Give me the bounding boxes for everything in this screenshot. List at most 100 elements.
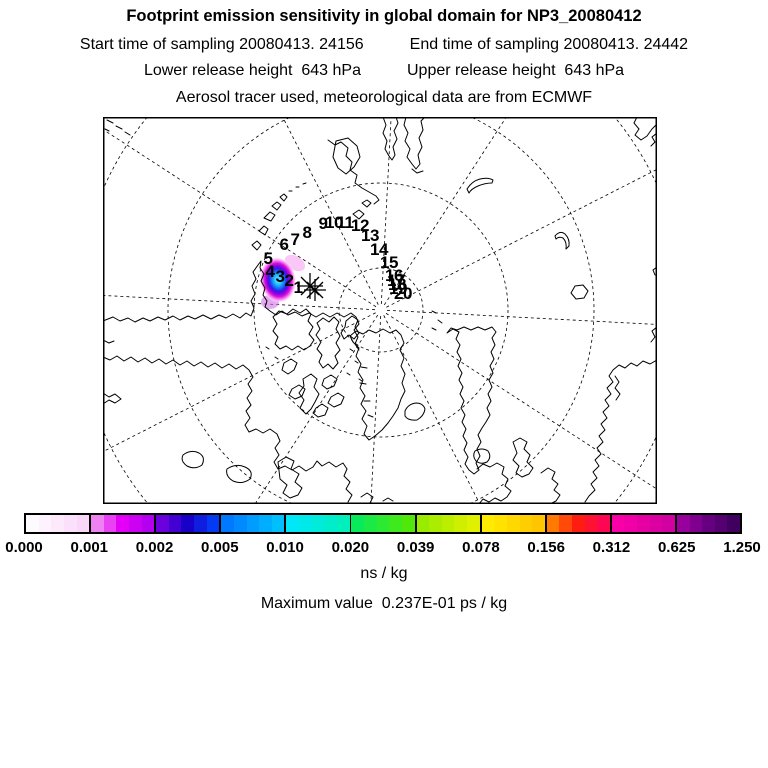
colorbar-cell: [259, 515, 272, 532]
meridian-line: [370, 315, 382, 503]
coastline-pentagon-islet: [570, 284, 589, 300]
trajectory-day-label: 5: [264, 249, 273, 268]
colorbar-cell: [141, 515, 155, 532]
latitude-circle: [253, 182, 509, 438]
coastline-north-america: [104, 355, 353, 503]
colorbar-cell: [364, 515, 377, 532]
colorbar-cell: [246, 515, 260, 532]
coastline-greenland: [349, 328, 406, 441]
colorbar-segment: [481, 515, 547, 532]
colorbar-tick-label: 0.039: [396, 539, 435, 556]
trajectory-day-label: 2: [285, 271, 294, 290]
colorbar-segment: [156, 515, 222, 532]
colorbar-cell: [611, 515, 625, 532]
latitude-circle: [104, 118, 656, 503]
colorbar-cell: [401, 515, 415, 532]
colorbar-cell: [103, 515, 117, 532]
coastline-topright-corner: [633, 118, 656, 147]
trajectory-day-label: 12: [351, 216, 369, 235]
colorbar-segment: [26, 515, 92, 532]
colorbar-cell: [51, 515, 64, 532]
latitude-circle: [338, 267, 424, 353]
colorbar-labels: 0.000 0.001 0.002 0.005 0.010 0.020 0.039 0.078…: [0, 539, 768, 557]
coastline-hook-island: [554, 231, 570, 250]
colorbar-tick-label: 0.001: [70, 539, 109, 556]
colorbar-cell: [116, 515, 129, 532]
meridian-line: [104, 129, 377, 308]
colorbar-cell: [624, 515, 638, 532]
coastline-chukotka: [327, 139, 380, 205]
colorbar-segment: [221, 515, 287, 532]
coastline-bottom-bits: [360, 492, 394, 503]
coastline-svalbard-dots: [431, 310, 443, 331]
coastline-siberia-taymyr: [104, 260, 360, 351]
coastline-greenland-fjords: [359, 366, 374, 418]
trajectory-day-label: 18: [388, 275, 406, 294]
colorbar: [24, 513, 742, 534]
trajectory-day-label: 8: [303, 223, 312, 242]
colorbar-cell: [637, 515, 650, 532]
polar-map: 1 2 3 4 5 6 7 8 9 10 11 12 13 14 15 16 17 18 19 20: [103, 117, 657, 504]
colorbar-cell: [286, 515, 299, 532]
colorbar-cell: [233, 515, 247, 532]
trajectory-day-label: 7: [291, 230, 300, 249]
colorbar-cell: [649, 515, 663, 532]
colorbar-unit: ns / kg: [360, 565, 408, 582]
colorbar-cell: [221, 515, 234, 532]
colorbar-cell: [76, 515, 90, 532]
coastline-left-edge-bits: [104, 339, 122, 404]
trajectory-day-label: 11: [337, 213, 354, 232]
colorbar-segment: [416, 515, 482, 532]
colorbar-tick-label: 0.002: [135, 539, 174, 556]
upper-release-text: Upper release height 643 hPa: [407, 62, 625, 79]
colorbar-cell: [26, 515, 39, 532]
colorbar-tick-label: 0.005: [201, 539, 239, 556]
coastline-topleft-marks: [104, 119, 131, 136]
colorbar-cell: [181, 515, 195, 532]
colorbar-tick-label: 0.020: [331, 539, 370, 556]
colorbar-cell: [441, 515, 455, 532]
release-marker: [297, 273, 326, 301]
coastline-uk-blob: [512, 437, 534, 478]
coastline-lakes: [181, 450, 303, 499]
colorbar-cell: [597, 515, 610, 532]
colorbar-tick-label: 0.010: [266, 539, 304, 556]
meridian-line: [255, 314, 379, 503]
coastline-comma-island: [466, 177, 494, 194]
coastline-archipelago-small: [265, 346, 363, 418]
colorbar-tick-label: 0.312: [592, 539, 631, 556]
meridian-line: [104, 312, 376, 452]
trajectory-day-label: 4: [266, 262, 276, 281]
colorbar-cell: [168, 515, 182, 532]
plot-title: Footprint emission sensitivity in global…: [0, 7, 768, 25]
coastline-iceland: [404, 402, 426, 421]
colorbar-cell: [494, 515, 507, 532]
trajectory-day-label: 3: [276, 267, 285, 286]
colorbar-cell: [454, 515, 468, 532]
coastline-island-chain: [251, 182, 307, 251]
colorbar-cell: [351, 515, 365, 532]
coastline-baltic: [473, 448, 491, 464]
end-time-text: End time of sampling 20080413. 24442: [409, 36, 689, 53]
colorbar-cell: [559, 515, 572, 532]
colorbar-tick-label: 0.078: [462, 539, 500, 556]
meridian-line: [386, 169, 656, 308]
colorbar-cell: [206, 515, 220, 532]
colorbar-cell: [271, 515, 285, 532]
colorbar-segment: [91, 515, 157, 532]
start-time-text: Start time of sampling 20080413. 24156: [79, 36, 364, 53]
coastline-north-bay: [403, 118, 425, 174]
colorbar-cell: [714, 515, 728, 532]
max-value-line: Maximum value 0.237E-01 ps / kg: [260, 595, 508, 612]
coastline-archipelago-a: [272, 308, 315, 351]
coastline-europe-bottom: [476, 462, 512, 503]
colorbar-cell: [299, 515, 312, 532]
colorbar-cell: [63, 515, 77, 532]
colorbar-cell: [91, 515, 104, 532]
colorbar-segment: [351, 515, 417, 532]
colorbar-cell: [194, 515, 207, 532]
meridian-line: [104, 295, 376, 311]
